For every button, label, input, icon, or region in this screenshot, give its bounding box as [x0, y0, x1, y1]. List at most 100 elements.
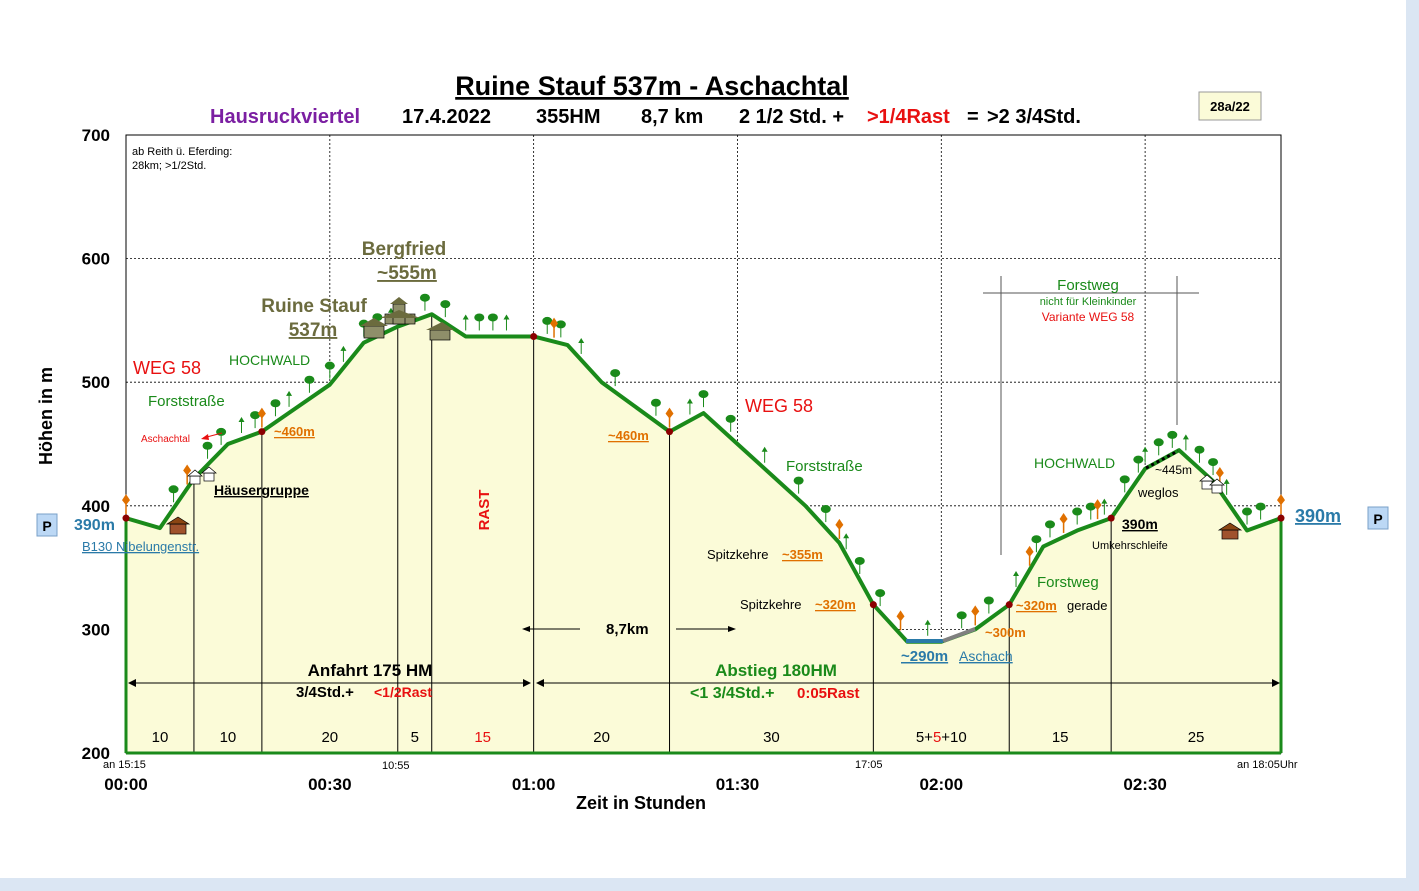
abstieg-label: Abstieg 180HM [715, 661, 837, 680]
tree-crown [1255, 502, 1266, 511]
tree-crown [1153, 438, 1164, 447]
elev-300: ~300m [985, 625, 1026, 640]
y-tick-label: 600 [82, 250, 110, 269]
tree-arrowhead [686, 398, 693, 404]
distance-mid-label: 8,7km [606, 621, 649, 638]
waypoint-dot [1277, 514, 1285, 522]
parking-icon [1367, 506, 1389, 530]
elev-320-right: ~320m [1016, 598, 1057, 613]
orange-pin-head [257, 407, 266, 419]
bergfried-elevation: ~555m [377, 263, 437, 284]
subtitle-date: 17.4.2022 [402, 106, 491, 128]
aschachtal-arrowhead [201, 434, 209, 440]
time-end: an 18:05Uhr [1237, 759, 1298, 771]
tree-crown [419, 293, 430, 302]
tree-crown [202, 441, 213, 450]
house-icon [1199, 474, 1225, 494]
parking-label: P [1373, 511, 1382, 527]
castle-icon [360, 297, 454, 341]
tree-crown [875, 589, 886, 598]
segment-duration-label: 20 [593, 729, 610, 746]
subtitle-total: >2 3/4Std. [987, 106, 1081, 128]
orange-pin-head [122, 494, 130, 506]
note-start-line1: ab Reith ü. Eferding: [132, 146, 232, 158]
tree-crown [304, 375, 315, 384]
y-axis-title: Höhen in m [36, 367, 56, 465]
end-elevation: 390m [1295, 506, 1341, 526]
tree-crown [1119, 475, 1130, 484]
subtitle-equals: = [967, 106, 979, 128]
y-tick-label: 500 [82, 373, 110, 392]
point-markers [122, 317, 1285, 631]
x-tick-label: 02:00 [920, 775, 963, 794]
tree-crown [1194, 445, 1205, 454]
tree-crown [270, 399, 281, 408]
ruine-label: Ruine Stauf [261, 296, 367, 317]
aschach-road-segment [942, 627, 976, 643]
waypoint-dot [1005, 601, 1013, 609]
segment-duration-label: 5+5+10 [916, 729, 967, 746]
aschachtal-label: Aschachtal [141, 434, 190, 445]
abstieg-duration: <1 3/4Std.+ [690, 685, 775, 702]
tree-arrowhead [1013, 571, 1020, 577]
forstweg-box-note: nicht für Kleinkinder [1040, 296, 1137, 308]
weglos-segment [1145, 449, 1179, 470]
tree-arrowhead [1142, 446, 1149, 452]
tree-crown [168, 485, 179, 494]
waypoint-dot [530, 332, 538, 340]
orange-pin-head [1059, 512, 1068, 524]
tree-arrowhead [286, 390, 293, 396]
forstweg-small-label: Forstweg [1037, 574, 1099, 591]
tree-arrowhead [238, 417, 245, 423]
axes: 200 300 400 500 600 700 00:00 00:30 01:00 01:30 02… [82, 126, 1167, 794]
orange-pin-head [665, 407, 674, 419]
y-tick-label: 200 [82, 744, 110, 763]
anfahrt-duration: 3/4Std.+ [296, 684, 354, 701]
forststrasse-left-label: Forststraße [148, 393, 225, 410]
hochwald-right-label: HOCHWALD [1034, 455, 1115, 471]
code-box [1198, 91, 1262, 121]
span-arrows [128, 626, 1280, 687]
elevation-profile-line [125, 312, 1282, 644]
tree-crown [474, 313, 485, 322]
segment-dividers: 10 10 20 5 15 20 30 5+5+10 15 25 [124, 314, 1283, 755]
house-icon [1217, 522, 1243, 540]
orange-pin-head [550, 317, 559, 329]
orange-pin-head [1093, 499, 1102, 511]
b130-label: B130 Nibelungenstr. [82, 539, 199, 554]
tree-crown [1242, 507, 1253, 516]
time-mid: 10:55 [382, 760, 410, 772]
tree-crown [1133, 455, 1144, 464]
elev-445: ~445m [1155, 463, 1192, 477]
tree-crown [440, 300, 451, 309]
segment-duration-label: 10 [220, 729, 237, 746]
weg58-mid-label: WEG 58 [745, 396, 813, 416]
x-tick-label: 02:30 [1123, 775, 1166, 794]
ruine-elevation: 537m [289, 320, 338, 341]
forststrasse-mid-label: Forststraße [786, 458, 863, 475]
tree-crown [854, 556, 865, 565]
tree-crown [555, 320, 566, 329]
elev-460-mid: ~460m [608, 428, 649, 443]
segment-duration-label: 20 [321, 729, 338, 746]
tree-crown [216, 427, 227, 436]
elev-320-left: ~320m [815, 597, 856, 612]
start-elevation: 390m [74, 517, 115, 534]
elev-290: ~290m [901, 648, 948, 665]
tree-crown [324, 361, 335, 370]
tree-crown [650, 398, 661, 407]
tree-arrowhead [843, 533, 850, 539]
abstieg-rest: 0:05Rast [797, 685, 860, 702]
orange-pin-head [1025, 545, 1034, 557]
tree-crown [820, 505, 831, 514]
rast-label: RAST [476, 490, 493, 531]
forstweg-box-title: Forstweg [1057, 277, 1119, 294]
tree-arrowhead [340, 345, 347, 351]
x-axis-title: Zeit in Stunden [576, 793, 706, 813]
tree-crown [956, 611, 967, 620]
tree-crown [542, 316, 553, 325]
hochwald-left-label: HOCHWALD [229, 352, 310, 368]
note-start-line2: 28km; >1/2Std. [132, 160, 206, 172]
weg58-left-label: WEG 58 [133, 358, 201, 378]
